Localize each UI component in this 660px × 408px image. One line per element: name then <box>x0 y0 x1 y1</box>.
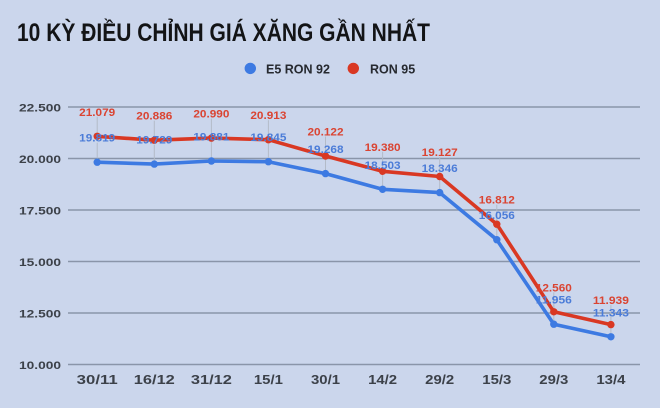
svg-text:10 KỲ ĐIỀU CHỈNH GIÁ XĂNG GẦN: 10 KỲ ĐIỀU CHỈNH GIÁ XĂNG GẦN NHẤT <box>17 18 430 47</box>
svg-text:16.056: 16.056 <box>479 210 515 222</box>
svg-text:12.560: 12.560 <box>536 282 572 294</box>
svg-text:11.343: 11.343 <box>593 307 629 319</box>
svg-text:19.729: 19.729 <box>136 135 172 147</box>
svg-text:30/11: 30/11 <box>77 373 118 387</box>
svg-text:31/12: 31/12 <box>191 373 232 387</box>
svg-text:12.500: 12.500 <box>19 309 61 321</box>
svg-text:16.812: 16.812 <box>479 195 515 207</box>
svg-text:15/1: 15/1 <box>254 373 283 387</box>
svg-text:RON 95: RON 95 <box>370 63 415 77</box>
svg-text:15/3: 15/3 <box>482 373 511 387</box>
svg-text:19.881: 19.881 <box>193 132 229 144</box>
svg-text:16/12: 16/12 <box>134 373 175 387</box>
svg-text:17.500: 17.500 <box>19 206 61 218</box>
svg-text:22.500: 22.500 <box>19 103 61 115</box>
svg-text:21.079: 21.079 <box>79 107 115 119</box>
svg-text:20.990: 20.990 <box>193 109 229 121</box>
svg-text:18.503: 18.503 <box>365 160 401 172</box>
svg-text:20.122: 20.122 <box>308 127 344 139</box>
svg-text:19.819: 19.819 <box>79 133 115 145</box>
svg-text:E5 RON 92: E5 RON 92 <box>266 63 330 77</box>
svg-text:18.346: 18.346 <box>422 163 458 175</box>
svg-text:13/4: 13/4 <box>596 373 625 387</box>
svg-text:10.000: 10.000 <box>19 360 61 372</box>
svg-text:19.268: 19.268 <box>308 144 344 156</box>
svg-text:14/2: 14/2 <box>368 373 397 387</box>
svg-text:20.000: 20.000 <box>19 154 61 166</box>
svg-text:15.000: 15.000 <box>19 257 61 269</box>
svg-text:30/1: 30/1 <box>311 373 340 387</box>
svg-text:19.380: 19.380 <box>365 142 401 154</box>
svg-text:11.939: 11.939 <box>593 295 629 307</box>
svg-text:29/2: 29/2 <box>425 373 454 387</box>
svg-text:19.127: 19.127 <box>422 147 458 159</box>
svg-text:19.845: 19.845 <box>250 132 286 144</box>
svg-text:11.956: 11.956 <box>536 295 572 307</box>
svg-text:20.886: 20.886 <box>136 111 172 123</box>
svg-text:20.913: 20.913 <box>250 110 286 122</box>
svg-text:29/3: 29/3 <box>539 373 568 387</box>
